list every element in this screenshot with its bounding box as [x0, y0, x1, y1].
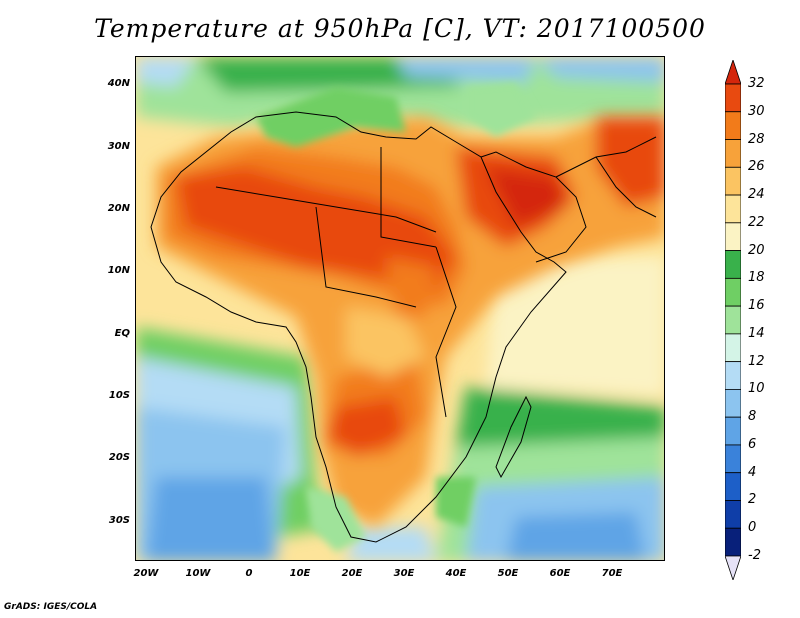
colorbar-box — [725, 139, 741, 168]
colorbar-box — [725, 527, 741, 557]
colorbar-label: 18 — [748, 270, 765, 286]
lat-label-20s: 20S — [108, 452, 130, 463]
colorbar-max-triangle — [725, 60, 741, 85]
temperature-map — [135, 56, 665, 561]
colorbar-label: 0 — [748, 520, 757, 536]
lat-label-eq: EQ — [114, 328, 130, 339]
colorbar-label: 30 — [748, 103, 765, 119]
colorbar-label: 4 — [748, 464, 757, 480]
lon-label-50e: 50E — [497, 568, 519, 579]
colorbar-min-triangle — [725, 555, 741, 580]
map-title: Temperature at 950hPa [C], VT: 201710050… — [94, 14, 706, 43]
colorbar-label: 16 — [748, 298, 765, 314]
colorbar — [725, 60, 741, 580]
colorbar-box — [725, 305, 741, 335]
colorbar-box — [725, 444, 741, 474]
colorbar-box — [725, 416, 741, 446]
colorbar-label: 6 — [748, 436, 757, 452]
lon-label-0: 0 — [245, 568, 253, 579]
colorbar-label: 22 — [748, 214, 765, 230]
lon-label-60e: 60E — [549, 568, 571, 579]
colorbar-label: 12 — [748, 353, 765, 369]
credit-text: GrADS: IGES/COLA — [4, 602, 98, 612]
lon-label-10w: 10W — [185, 568, 211, 579]
colorbar-box — [725, 389, 741, 418]
colorbar-box — [725, 83, 741, 113]
colorbar-box — [725, 472, 741, 501]
map-canvas — [136, 57, 664, 560]
colorbar-label: 20 — [748, 242, 765, 258]
colorbar-box — [725, 250, 741, 279]
lat-label-10s: 10S — [108, 390, 130, 401]
colorbar-box — [725, 277, 741, 307]
lon-label-10e: 10E — [289, 568, 311, 579]
colorbar-box — [725, 166, 741, 196]
colorbar-box — [725, 333, 741, 363]
colorbar-box — [725, 222, 741, 251]
lat-label-40n: 40N — [107, 78, 130, 89]
colorbar-label: 10 — [748, 381, 765, 397]
colorbar-box — [725, 111, 741, 140]
colorbar-box — [725, 500, 741, 529]
colorbar-label: 8 — [748, 409, 757, 425]
lon-label-70e: 70E — [601, 568, 623, 579]
lat-label-30s: 30S — [108, 515, 130, 526]
lat-label-10n: 10N — [107, 265, 130, 276]
lat-label-20n: 20N — [107, 203, 130, 214]
colorbar-label: 2 — [748, 492, 757, 508]
colorbar-box — [725, 194, 741, 224]
colorbar-label: 28 — [748, 131, 765, 147]
colorbar-box — [725, 361, 741, 390]
colorbar-label: 24 — [748, 187, 765, 203]
colorbar-label: 26 — [748, 159, 765, 175]
lon-label-20e: 20E — [341, 568, 363, 579]
colorbar-label: 14 — [748, 325, 765, 341]
colorbar-label: -2 — [748, 548, 761, 563]
colorbar-label: 32 — [748, 76, 765, 91]
lon-label-20w: 20W — [133, 568, 159, 579]
lat-label-30n: 30N — [107, 141, 130, 152]
lon-label-40e: 40E — [445, 568, 467, 579]
lon-label-30e: 30E — [393, 568, 415, 579]
